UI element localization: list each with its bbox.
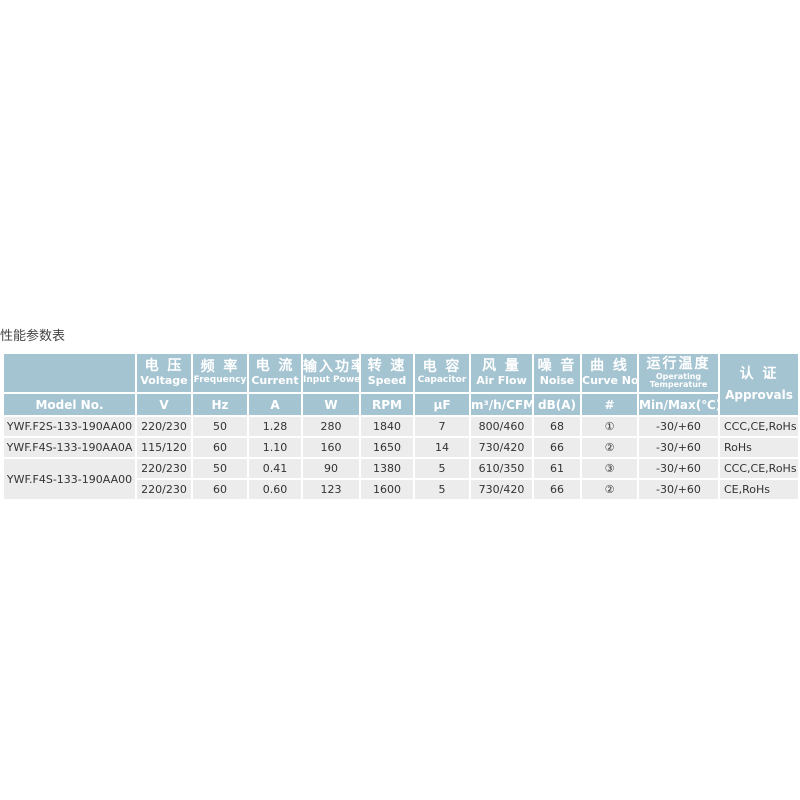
table-cell: 610/350 bbox=[469, 457, 534, 480]
column-header-cn: 曲 线 bbox=[590, 358, 629, 375]
column-unit: Min/Max(℃) bbox=[637, 392, 720, 417]
table-cell: -30/+60 bbox=[637, 457, 720, 480]
table-cell: 115/120 bbox=[135, 436, 193, 459]
table-cell: 220/230 bbox=[135, 457, 193, 480]
column-header: 电 压 Voltage bbox=[135, 352, 193, 394]
table-cell: 1840 bbox=[359, 415, 415, 438]
column-unit: RPM bbox=[359, 392, 415, 417]
table-cell: 220/230 bbox=[135, 415, 193, 438]
table-cell: 160 bbox=[301, 436, 361, 459]
table-cell: 60 bbox=[191, 478, 249, 501]
table-cell: ① bbox=[580, 415, 639, 438]
column-header-en: Air Flow bbox=[476, 373, 527, 387]
table-cell: 1600 bbox=[359, 478, 415, 501]
table-cell: 1650 bbox=[359, 436, 415, 459]
page-title: 性能参数表 bbox=[0, 329, 66, 344]
column-header-cn: 噪 音 bbox=[537, 358, 577, 375]
column-header-en: Current bbox=[251, 373, 299, 387]
table-cell: 90 bbox=[301, 457, 361, 480]
column-header-cn: 转 速 bbox=[367, 358, 407, 375]
table-cell: 5 bbox=[413, 478, 471, 501]
table-cell: 60 bbox=[191, 436, 249, 459]
model-header: Model No. bbox=[2, 392, 137, 417]
column-header-cn: 电 流 bbox=[255, 358, 295, 375]
column-header-en: Noise bbox=[539, 373, 575, 387]
table-cell: CCC,CE,RoHs bbox=[718, 415, 800, 438]
table-cell: ② bbox=[580, 436, 639, 459]
column-header: 噪 音 Noise bbox=[532, 352, 582, 394]
column-header: 电 流 Current bbox=[247, 352, 303, 394]
column-unit: W bbox=[301, 392, 361, 417]
approvals-header-cn: 认 证 bbox=[739, 366, 779, 383]
column-header: 频 率 Frequency bbox=[191, 352, 249, 394]
table-cell: 61 bbox=[532, 457, 582, 480]
table-row: 220/230 60 0.60 123 1600 5 730/420 66 ② -30/+60 CE… bbox=[3, 478, 800, 501]
model-cell: YWF.F4S-133-190AA00 bbox=[2, 457, 137, 501]
table-cell: 14 bbox=[413, 436, 471, 459]
table-cell: -30/+60 bbox=[637, 415, 720, 438]
column-header-en: Curve No. bbox=[582, 373, 638, 387]
column-header-en: Input Power bbox=[303, 374, 360, 385]
table-cell: 1.10 bbox=[247, 436, 303, 459]
column-header: 运行温度 Operating Temperature bbox=[637, 352, 720, 394]
table-cell: 5 bbox=[413, 457, 471, 480]
model-cell: YWF.F4S-133-190AA0A bbox=[2, 436, 137, 459]
table-cell: 1.28 bbox=[247, 415, 303, 438]
table-cell: CE,RoHs bbox=[718, 478, 800, 501]
column-header: 电 容 Capacitor bbox=[413, 352, 471, 394]
column-header-en: Operating Temperature bbox=[649, 371, 708, 389]
column-unit: # bbox=[580, 392, 639, 417]
column-header-cn: 电 压 bbox=[144, 358, 184, 375]
table-cell: 280 bbox=[301, 415, 361, 438]
column-header-en: Voltage bbox=[140, 373, 188, 387]
approvals-header: 认 证 Approvals bbox=[718, 352, 800, 417]
table-cell: 7 bbox=[413, 415, 471, 438]
column-header: 转 速 Speed bbox=[359, 352, 415, 394]
table-cell: ③ bbox=[580, 457, 639, 480]
column-header-cn: 运行温度 bbox=[646, 356, 711, 373]
column-header: 输入功率Input Power bbox=[301, 352, 361, 394]
column-header: 曲 线 Curve No. bbox=[580, 352, 639, 394]
table-row: YWF.F4S-133-190AA00 220/230 50 0.41 90 1380 5 6… bbox=[2, 457, 800, 501]
column-header-en: Speed bbox=[367, 373, 407, 387]
column-header-en: Frequency bbox=[193, 374, 247, 385]
table-cell: 66 bbox=[532, 478, 582, 501]
table-cell: CCC,CE,RoHs bbox=[718, 457, 800, 480]
table-cell: ② bbox=[580, 478, 639, 501]
column-header: 风 量 Air Flow bbox=[469, 352, 534, 394]
table-row: YWF.F2S-133-190AA00 220/230 50 1.28 280 1840 7… bbox=[2, 415, 800, 438]
table-cell: 123 bbox=[301, 478, 361, 501]
table-cell: 68 bbox=[532, 415, 582, 438]
table-cell: 220/230 bbox=[135, 478, 193, 501]
table-cell: -30/+60 bbox=[637, 436, 720, 459]
table-cell: 50 bbox=[191, 415, 249, 438]
column-header-cn: 风 量 bbox=[482, 358, 521, 375]
column-unit: m³/h/CFM bbox=[469, 392, 534, 417]
column-unit: dB(A) bbox=[532, 392, 582, 417]
column-header-en: Capacitor bbox=[417, 374, 467, 385]
model-cell: YWF.F2S-133-190AA00 bbox=[2, 415, 137, 438]
column-unit: Hz bbox=[191, 392, 249, 417]
table-cell: -30/+60 bbox=[637, 478, 720, 501]
table-row: YWF.F4S-133-190AA0A 115/120 60 1.10 160 1650 1… bbox=[2, 436, 800, 459]
approvals-header-en: Approvals bbox=[725, 387, 793, 402]
column-header-cn: 电 容 bbox=[422, 359, 462, 376]
table-cell: 50 bbox=[191, 457, 249, 480]
column-unit: A bbox=[247, 392, 303, 417]
column-header-cn: 输入功率 bbox=[303, 359, 358, 376]
table-cell: 730/420 bbox=[469, 478, 534, 501]
table-cell: 800/460 bbox=[469, 415, 534, 438]
column-unit: V bbox=[135, 392, 193, 417]
model-header-blank bbox=[2, 352, 137, 394]
table-cell: 66 bbox=[532, 436, 582, 459]
table-cell: 0.60 bbox=[247, 478, 303, 501]
table-cell: RoHs bbox=[718, 436, 800, 459]
table-cell: 730/420 bbox=[469, 436, 534, 459]
column-header-cn: 频 率 bbox=[200, 359, 240, 376]
column-unit: μF bbox=[413, 392, 471, 417]
table-cell: 0.41 bbox=[247, 457, 303, 480]
table-cell: 1380 bbox=[359, 457, 415, 480]
